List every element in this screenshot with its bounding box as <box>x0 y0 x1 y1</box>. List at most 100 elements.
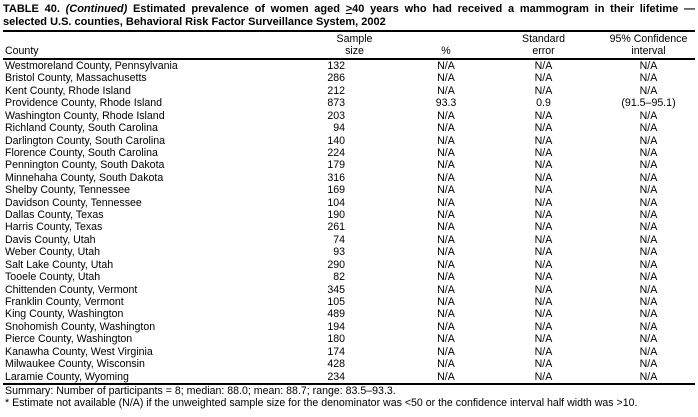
county-cell: Kanawha County, West Virginia <box>5 345 153 358</box>
percent-cell: N/A <box>437 184 455 197</box>
confidence-interval-cell: (91.5–95.1) <box>621 97 676 110</box>
sample-size-cell: 74 <box>333 233 345 246</box>
standard-error-cell: N/A <box>534 283 553 296</box>
sample-size-cell: 105 <box>327 296 345 309</box>
sample-size-cell: 212 <box>327 84 345 97</box>
confidence-interval-cell: N/A <box>639 345 658 358</box>
county-cell: Davis County, Utah <box>5 233 96 246</box>
standard-error-cell: N/A <box>534 221 553 234</box>
percent-cell: N/A <box>437 84 455 97</box>
sample-size-cell: 132 <box>327 60 345 72</box>
table-row: Tooele County, Utah 82 N/A N/A N/A <box>3 271 695 283</box>
confidence-interval-cell: N/A <box>639 233 658 246</box>
standard-error-cell: N/A <box>534 171 553 184</box>
table-title: TABLE 40. (Continued) Estimated prevalen… <box>3 3 695 32</box>
county-cell: Bristol County, Massachusetts <box>5 72 147 85</box>
sample-size-cell: 179 <box>327 159 345 172</box>
table-row: Pennington County, South Dakota 179 N/A N/A… <box>3 159 695 171</box>
percent-cell: N/A <box>437 209 455 222</box>
table-row: Washington County, Rhode Island 203 N/A N/A… <box>3 110 695 122</box>
sample-size-cell: 345 <box>327 283 345 296</box>
confidence-interval-cell: N/A <box>639 184 658 197</box>
column-header-sample-size: Sample size <box>302 33 407 60</box>
column-header-percent: % <box>407 33 485 60</box>
confidence-interval-cell: N/A <box>639 358 658 371</box>
standard-error-cell: N/A <box>534 184 553 197</box>
table-row: Minnehaha County, South Dakota 316 N/A N/A N… <box>3 172 695 184</box>
percent-cell: N/A <box>437 358 455 371</box>
standard-error-cell: N/A <box>534 345 553 358</box>
county-cell: Laramie County, Wyoming <box>3 370 302 386</box>
county-cell: Chittenden County, Vermont <box>5 283 138 296</box>
county-cell: Pierce County, Washington <box>5 333 133 346</box>
confidence-interval-cell: N/A <box>639 196 658 209</box>
standard-error-cell: N/A <box>534 233 553 246</box>
confidence-interval-cell: N/A <box>639 296 658 309</box>
sample-size-cell: 190 <box>327 209 345 222</box>
confidence-interval-cell: N/A <box>639 246 658 259</box>
table-row: Snohomish County, Washington 194 N/A N/A N/A <box>3 321 695 333</box>
standard-error-cell: N/A <box>534 308 553 321</box>
standard-error-cell: N/A <box>534 159 553 172</box>
percent-cell: N/A <box>437 320 455 333</box>
standard-error-cell: N/A <box>534 196 553 209</box>
percent-cell: N/A <box>437 196 455 209</box>
sample-size-cell: 234 <box>302 370 407 386</box>
table-row: Kanawha County, West Virginia 174 N/A N/A N/… <box>3 346 695 358</box>
percent-cell: N/A <box>437 283 455 296</box>
table-row: Davidson County, Tennessee 104 N/A N/A N/A <box>3 197 695 209</box>
table-row: Salt Lake County, Utah 290 N/A N/A N/A <box>3 259 695 271</box>
standard-error-cell: 0.9 <box>536 97 551 110</box>
confidence-interval-cell: N/A <box>639 320 658 333</box>
percent-cell: N/A <box>437 60 455 72</box>
stderr-header-line2: error <box>532 45 555 57</box>
percent-cell: N/A <box>437 134 455 147</box>
standard-error-cell: N/A <box>534 333 553 346</box>
percent-cell: N/A <box>437 333 455 346</box>
confidence-interval-cell: N/A <box>639 134 658 147</box>
percent-header-label: % <box>441 45 451 57</box>
table-row: Florence County, South Carolina 224 N/A N/A… <box>3 147 695 159</box>
sample-size-cell: 203 <box>327 109 345 122</box>
county-cell: Kent County, Rhode Island <box>5 84 131 97</box>
county-cell: Dallas County, Texas <box>5 209 104 222</box>
confidence-interval-cell: N/A <box>639 308 658 321</box>
confidence-interval-cell: N/A <box>602 370 695 386</box>
percent-cell: N/A <box>437 233 455 246</box>
percent-cell: N/A <box>437 271 455 284</box>
sample-size-cell: 224 <box>327 146 345 159</box>
county-cell: Richland County, South Carolina <box>5 122 158 135</box>
percent-cell: N/A <box>437 72 455 85</box>
percent-cell: 93.3 <box>435 97 457 110</box>
table-row: Bristol County, Massachusetts 286 N/A N/A N/… <box>3 72 695 84</box>
confidence-interval-cell: N/A <box>639 271 658 284</box>
sample-header-line2: size <box>345 45 364 57</box>
sample-size-cell: 140 <box>327 134 345 147</box>
standard-error-cell: N/A <box>534 134 553 147</box>
sample-size-cell: 316 <box>327 171 345 184</box>
table-row: Dallas County, Texas 190 N/A N/A N/A <box>3 209 695 221</box>
ci-header-line2: interval <box>631 45 666 57</box>
sample-size-cell: 290 <box>327 258 345 271</box>
table-header: County Sample size % Standard error 95% … <box>3 33 695 60</box>
sample-size-cell: 286 <box>327 72 345 85</box>
standard-error-cell: N/A <box>534 209 553 222</box>
confidence-interval-cell: N/A <box>639 60 658 72</box>
county-cell: Minnehaha County, South Dakota <box>5 171 164 184</box>
column-header-county: County <box>3 33 302 60</box>
table-row: Chittenden County, Vermont 345 N/A N/A N/A <box>3 284 695 296</box>
confidence-interval-cell: N/A <box>639 221 658 234</box>
sample-size-cell: 428 <box>327 358 345 371</box>
county-cell: Pennington County, South Dakota <box>5 159 165 172</box>
table-number-label: TABLE 40. <box>3 3 60 15</box>
confidence-interval-cell: N/A <box>639 171 658 184</box>
table-title-line2: selected U.S. counties, Behavioral Risk … <box>3 15 386 28</box>
county-cell: Westmoreland County, Pennsylvania <box>5 60 178 72</box>
column-header-standard-error: Standard error <box>485 33 602 60</box>
percent-cell: N/A <box>437 308 455 321</box>
table-row: Milwaukee County, Wisconsin 428 N/A N/A N/A <box>3 358 695 370</box>
county-cell: Providence County, Rhode Island <box>5 97 163 110</box>
percent-cell: N/A <box>437 221 455 234</box>
county-cell: Florence County, South Carolina <box>5 146 158 159</box>
